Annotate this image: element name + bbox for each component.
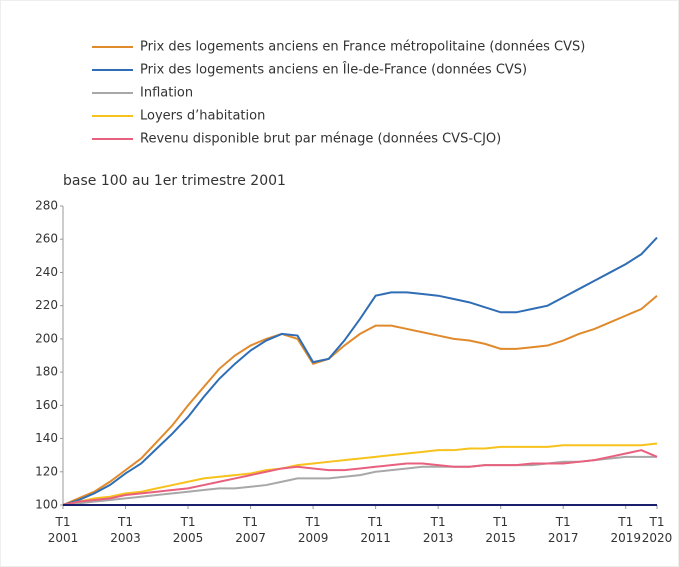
legend-label: Prix des logements anciens en France mét… [140, 40, 585, 55]
x-tick-label: T1 2005 [173, 515, 204, 545]
x-tick-label: T1 2003 [110, 515, 141, 545]
series-line [62, 442, 658, 506]
legend-label: Prix des logements anciens en Île-de-Fra… [140, 62, 527, 78]
y-tick-label: 200 [35, 331, 58, 345]
y-tick-label: 140 [35, 431, 58, 445]
series-line [62, 455, 657, 506]
y-tick-label: 280 [35, 199, 58, 213]
x-tick-label: T1 2015 [485, 515, 516, 545]
chart-subtitle: base 100 au 1er trimestre 2001 [63, 173, 286, 189]
legend-label: Revenu disponible brut par ménage (donné… [140, 132, 501, 147]
y-tick-label: 260 [35, 232, 58, 246]
series-line [62, 449, 658, 506]
x-tick-label: T1 2013 [423, 515, 454, 545]
y-tick-label: 160 [35, 398, 58, 412]
y-tick-label: 120 [35, 464, 58, 478]
x-tick-label: T1 2019 [610, 515, 641, 545]
series-line [62, 294, 658, 506]
y-tick-label: 240 [35, 265, 58, 279]
y-tick-label: 180 [35, 365, 58, 379]
y-tick-label: 100 [35, 498, 58, 512]
legend-label: Loyers d’habitation [140, 109, 265, 124]
x-tick-label: T1 2020 [642, 515, 673, 545]
x-tick-label: T1 2007 [235, 515, 266, 545]
x-tick-label: T1 2001 [48, 515, 79, 545]
series-line [62, 236, 658, 506]
y-tick-label: 220 [35, 298, 58, 312]
x-tick-label: T1 2011 [360, 515, 391, 545]
legend-label: Inflation [140, 86, 193, 101]
x-tick-label: T1 2009 [298, 515, 329, 545]
x-tick-label: T1 2017 [548, 515, 579, 545]
